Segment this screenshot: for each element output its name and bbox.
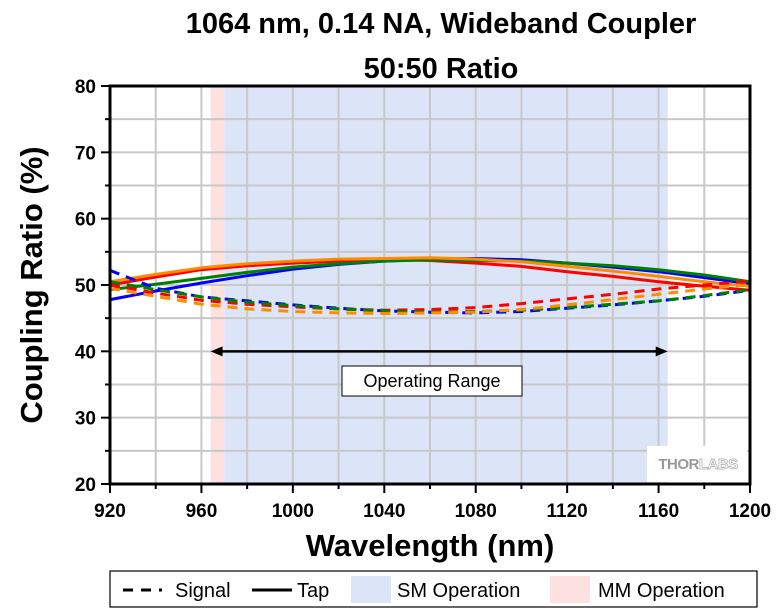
legend-label-mm: MM Operation (598, 580, 725, 602)
operating-range-annotation: Operating Range (210, 346, 668, 397)
axes: 920 960 1000 1040 1080 1120 1160 1200 20 30 40 50 60… (75, 77, 771, 522)
legend-box (109, 570, 758, 608)
legend-label-tap: Tap (297, 580, 329, 602)
legend-label-signal: Signal (175, 580, 231, 602)
y-axis-label: Coupling Ratio (%) (14, 146, 49, 423)
series-tap-green (109, 258, 751, 292)
series-lines (109, 256, 751, 315)
legend-label-sm: SM Operation (397, 580, 520, 602)
series-signal-green (109, 280, 751, 314)
svg-text:THORLABS: THORLABS (658, 456, 738, 473)
watermark-labs: LABS (699, 456, 738, 473)
x-tick-label: 1000 (272, 501, 314, 522)
y-tick-label: 50 (75, 276, 96, 297)
arrowhead-left-icon (210, 346, 223, 357)
mm-swatch-icon (550, 576, 590, 603)
legend: Signal Tap SM Operation MM Operation (109, 570, 758, 608)
y-tick-label: 70 (75, 143, 96, 164)
legend-signal: Signal (123, 580, 231, 602)
legend-sm: SM Operation (351, 576, 520, 603)
x-tick-label: 1080 (455, 501, 497, 522)
thorlabs-watermark: THORLABS (647, 446, 747, 482)
y-tick-label: 20 (75, 475, 96, 496)
annotation-box (341, 365, 523, 397)
x-tick-label: 960 (186, 501, 218, 522)
y-tick-label: 40 (75, 342, 96, 363)
chart-title: 1064 nm, 0.14 NA, Wideband Coupler (186, 8, 697, 40)
y-tick-label: 80 (75, 77, 96, 98)
legend-tap: Tap (252, 580, 329, 602)
series-tap-orange (109, 256, 751, 288)
x-axis-label: Wavelength (nm) (306, 528, 555, 563)
series-signal-orange (109, 282, 751, 315)
series-signal-red (109, 279, 751, 312)
annotation-text: Operating Range (363, 371, 500, 391)
watermark-thor: THOR (658, 456, 699, 473)
legend-mm: MM Operation (550, 576, 725, 603)
chart-subtitle: 50:50 Ratio (364, 53, 519, 85)
x-tick-label: 920 (94, 501, 126, 522)
x-tick-label: 1200 (729, 501, 771, 522)
sm-swatch-icon (351, 576, 391, 603)
y-tick-label: 30 (75, 409, 96, 430)
arrowhead-right-icon (655, 346, 668, 357)
x-tick-label: 1120 (547, 501, 588, 522)
x-tick-label: 1160 (638, 501, 679, 522)
y-tick-label: 60 (75, 210, 96, 231)
x-tick-label: 1040 (363, 501, 405, 522)
